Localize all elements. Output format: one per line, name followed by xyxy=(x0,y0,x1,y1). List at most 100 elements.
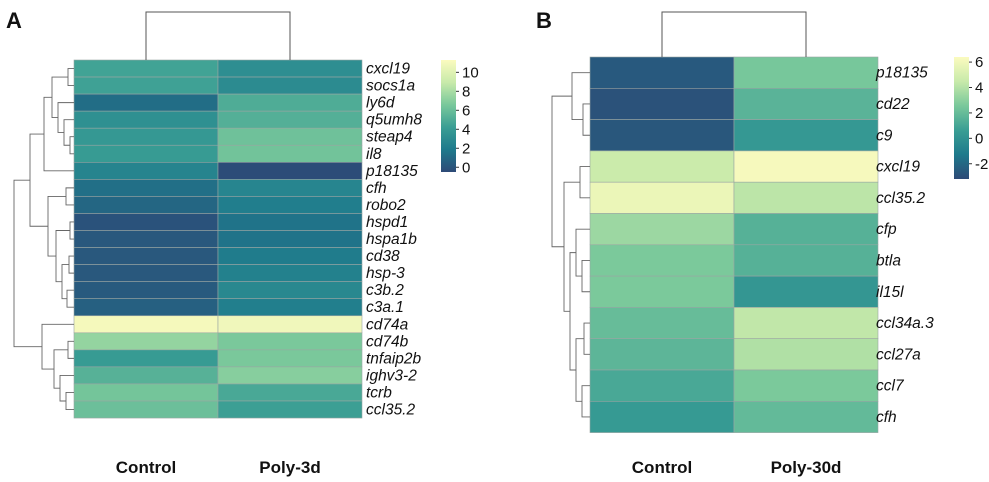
heatmap-cell xyxy=(733,338,879,371)
row-label: hspd1 xyxy=(366,214,408,231)
colorbar xyxy=(441,60,456,172)
heatmap-cell xyxy=(73,349,219,368)
row-label: cxcl19 xyxy=(876,159,920,176)
row-label: p18135 xyxy=(875,65,928,82)
heatmap-cell xyxy=(73,281,219,299)
heatmap-cell xyxy=(733,369,879,402)
heatmap-cell xyxy=(589,275,735,308)
colorbar-tick-label: 8 xyxy=(462,83,470,100)
heatmap-cell xyxy=(73,383,219,402)
heatmap-cell xyxy=(733,56,879,89)
row-label: cd38 xyxy=(366,248,400,265)
heatmap-cell xyxy=(217,93,363,112)
heatmap-cell xyxy=(217,298,363,317)
heatmap-cell xyxy=(217,144,363,163)
row-label: ccl27a xyxy=(876,346,921,363)
colorbar xyxy=(954,57,969,179)
colorbar-tick-label: 10 xyxy=(462,64,479,81)
row-label: tcrb xyxy=(366,384,392,401)
row-label: hsp-3 xyxy=(366,265,405,282)
row-label: tnfaip2b xyxy=(366,350,422,367)
heatmap-cell xyxy=(73,110,219,129)
row-label: cfh xyxy=(876,409,897,426)
heatmap-cell xyxy=(217,264,363,282)
row-label: il8 xyxy=(366,146,382,163)
heatmap-cell xyxy=(217,400,363,419)
row-dendrogram-lines xyxy=(13,68,74,410)
heatmap-cell xyxy=(589,181,735,214)
heatmap-cell xyxy=(217,179,363,197)
heatmap-cell xyxy=(589,119,735,152)
colorbar-tick-label: 2 xyxy=(462,140,470,157)
heatmap-cell xyxy=(217,247,363,265)
heatmap-cell xyxy=(73,366,219,385)
heatmap-cell xyxy=(217,110,363,129)
heatmap-cell xyxy=(589,56,735,89)
heatmap-cell xyxy=(217,59,363,78)
heatmap-cell xyxy=(73,196,219,214)
row-label: c3b.2 xyxy=(366,282,404,299)
heatmap-cell xyxy=(73,264,219,282)
heatmap-cell xyxy=(217,349,363,368)
heatmap-cell xyxy=(217,315,363,334)
heatmap-cell xyxy=(73,230,219,248)
heatmap-cell xyxy=(73,247,219,265)
row-label: ccl35.2 xyxy=(366,402,415,419)
row-label: btla xyxy=(876,252,901,269)
colorbar-tick-label: -2 xyxy=(975,156,988,173)
row-label: p18135 xyxy=(365,163,418,180)
heatmap-cell xyxy=(733,244,879,277)
panel-label-a: A xyxy=(6,8,22,33)
heatmap-cell xyxy=(217,281,363,299)
row-label: q5umh8 xyxy=(366,112,422,129)
row-label: ccl34a.3 xyxy=(876,315,934,332)
row-label: c9 xyxy=(876,127,893,144)
row-label: cfp xyxy=(876,221,897,238)
heatmap-cell xyxy=(733,275,879,308)
row-label: ccl35.2 xyxy=(876,190,925,207)
heatmap-cell xyxy=(589,244,735,277)
column-label: Poly-3d xyxy=(259,458,320,477)
heatmap-cell xyxy=(217,230,363,248)
heatmap-cell xyxy=(217,332,363,351)
row-label: cfh xyxy=(366,180,387,197)
row-label: ighv3-2 xyxy=(366,367,417,384)
heatmap-cell xyxy=(589,150,735,183)
heatmap-cell xyxy=(589,400,735,433)
colorbar-tick-label: 6 xyxy=(975,54,983,71)
heatmap-cell xyxy=(73,332,219,351)
column-label: Control xyxy=(116,458,176,477)
row-label: cd22 xyxy=(876,96,910,113)
colorbar-tick-label: 2 xyxy=(975,105,983,122)
heatmap-cell xyxy=(73,213,219,231)
heatmap-cell xyxy=(73,162,219,180)
heatmap-cell xyxy=(733,307,879,339)
column-label: Control xyxy=(632,458,692,477)
heatmap-cell xyxy=(217,213,363,231)
row-label: socs1a xyxy=(366,78,415,95)
row-label: c3a.1 xyxy=(366,299,404,316)
heatmap-cell xyxy=(589,88,735,120)
row-dendrogram-b xyxy=(551,72,590,418)
row-label: cd74a xyxy=(366,316,409,333)
row-label: il15l xyxy=(876,284,904,301)
heatmap-cell xyxy=(589,307,735,339)
heatmap-cell xyxy=(217,196,363,214)
heatmap-cell xyxy=(73,127,219,146)
colorbar-tick-label: 4 xyxy=(975,80,983,97)
heatmap-cell xyxy=(733,150,879,183)
heatmap-cell xyxy=(733,400,879,433)
heatmap-cell xyxy=(217,366,363,385)
row-label: hspa1b xyxy=(366,231,417,248)
heatmap-cell xyxy=(733,88,879,120)
heatmap-panel-a: cxcl19socs1aly6dq5umh8steap4il8p18135cfh… xyxy=(73,11,479,477)
heatmap-cell xyxy=(589,338,735,371)
heatmap-cell xyxy=(73,315,219,334)
heatmap-cell xyxy=(733,181,879,214)
colorbar-tick-label: 6 xyxy=(462,102,470,119)
column-label: Poly-30d xyxy=(771,458,842,477)
row-label: steap4 xyxy=(366,129,413,146)
row-dendrogram-lines xyxy=(551,72,590,418)
column-dendrogram xyxy=(661,11,807,57)
